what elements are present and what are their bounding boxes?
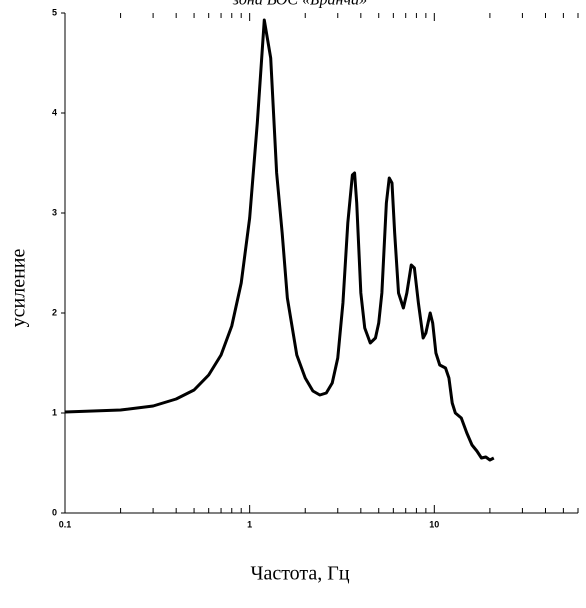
y-tick-label: 2 [52,307,57,317]
y-tick-label: 3 [52,207,57,217]
y-tick-label: 5 [52,7,57,17]
x-tick-label: 0.1 [59,519,72,529]
x-tick-label: 10 [429,519,439,529]
x-tick-label: 1 [247,519,252,529]
y-axis-label: усиление [8,249,30,328]
data-line [64,18,495,462]
y-tick-label: 4 [52,107,57,117]
chart-title: зона ВОС «Бранча» [232,0,367,9]
y-tick-label: 0 [52,507,57,517]
y-tick-label: 1 [52,407,57,417]
x-axis-label: Частота, Гц [250,563,349,585]
